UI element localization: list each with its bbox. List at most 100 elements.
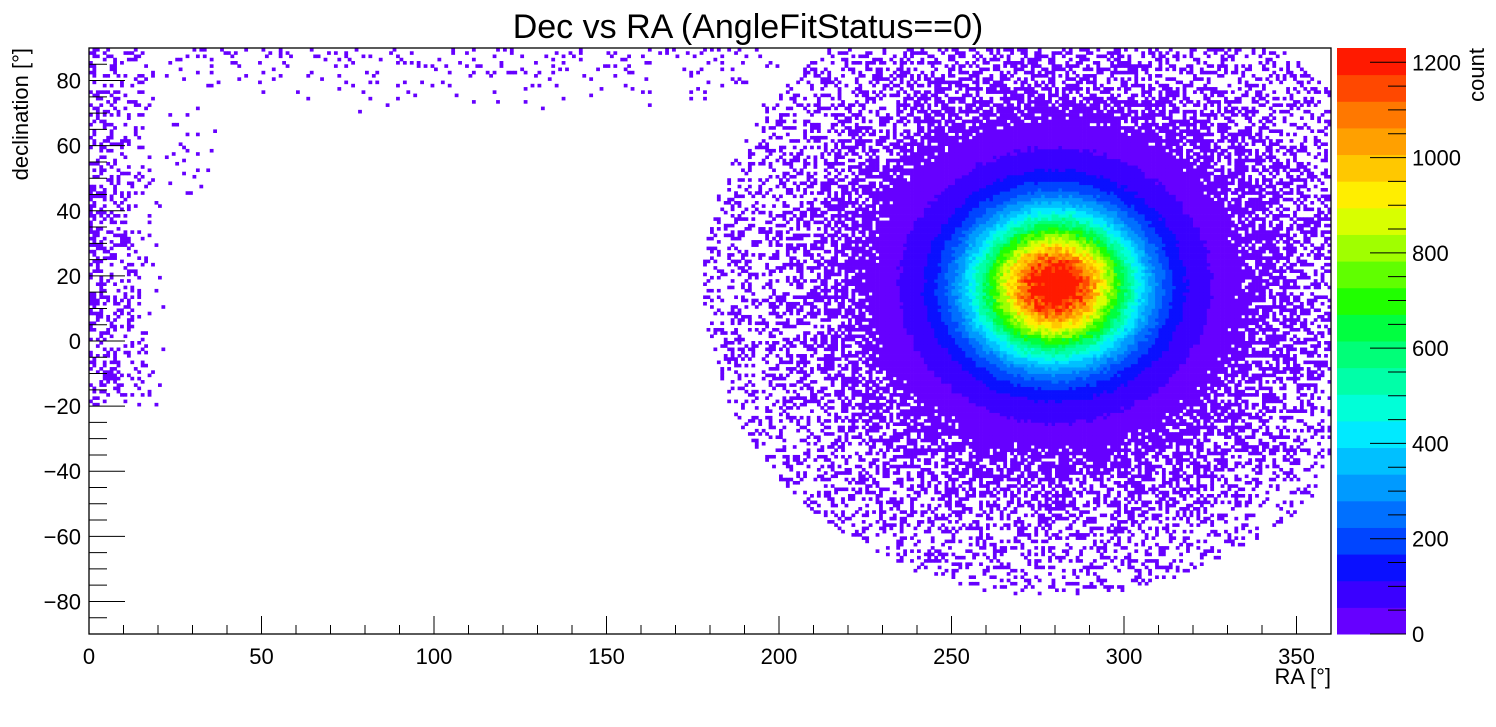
heatmap-cell [865, 361, 869, 365]
heatmap-cell [337, 87, 341, 91]
heatmap-cell [738, 201, 742, 205]
heatmap-cell [883, 260, 887, 264]
heatmap-cell [883, 471, 887, 475]
heatmap-cell [845, 432, 849, 436]
heatmap-cell [927, 507, 931, 511]
heatmap-cell [782, 377, 786, 381]
heatmap-cell [831, 269, 835, 273]
heatmap-cell [827, 361, 831, 365]
heatmap-cell [858, 256, 862, 260]
heatmap-cell [869, 308, 873, 312]
heatmap-cell [796, 234, 800, 238]
heatmap-cell [927, 195, 931, 199]
heatmap-cell [213, 129, 217, 133]
heatmap-cell [879, 227, 883, 231]
heatmap-cell [896, 120, 900, 124]
heatmap-cell [910, 168, 914, 172]
heatmap-cell [762, 146, 766, 150]
heatmap-cell [886, 136, 890, 140]
heatmap-cell [896, 204, 900, 208]
heatmap-cell [876, 165, 880, 169]
heatmap-cell [896, 367, 900, 371]
heatmap-cell [824, 162, 828, 166]
heatmap-cell [903, 247, 907, 251]
heatmap-cell [96, 282, 100, 286]
heatmap-cell [865, 237, 869, 241]
heatmap-cell [834, 113, 838, 117]
heatmap-cell [713, 328, 717, 332]
heatmap-cell [841, 123, 845, 127]
heatmap-cell [896, 481, 900, 485]
heatmap-cell [862, 338, 866, 342]
heatmap-cell [137, 295, 141, 299]
heatmap-cell [717, 276, 721, 280]
heatmap-cell [883, 357, 887, 361]
heatmap-cell [855, 211, 859, 215]
heatmap-cell [182, 172, 186, 176]
heatmap-cell [900, 243, 904, 247]
heatmap-cell [820, 234, 824, 238]
heatmap-cell [782, 204, 786, 208]
heatmap-cell [113, 214, 117, 218]
heatmap-cell [920, 256, 924, 260]
heatmap-cell [862, 162, 866, 166]
heatmap-cell [848, 305, 852, 309]
heatmap-cell [869, 354, 873, 358]
heatmap-cell [186, 133, 190, 137]
heatmap-cell [914, 175, 918, 179]
heatmap-cell [817, 491, 821, 495]
heatmap-cell [920, 269, 924, 273]
heatmap-cell [793, 120, 797, 124]
heatmap-cell [931, 497, 935, 501]
heatmap-cell [96, 113, 100, 117]
heatmap-cell [917, 61, 921, 65]
heatmap-cell [800, 234, 804, 238]
heatmap-cell [124, 107, 128, 111]
heatmap-cell [869, 299, 873, 303]
heatmap-cell [748, 357, 752, 361]
heatmap-cell [841, 243, 845, 247]
heatmap-cell [920, 514, 924, 518]
heatmap-cell [869, 474, 873, 478]
heatmap-cell [858, 61, 862, 65]
heatmap-cell [927, 334, 931, 338]
heatmap-cell [855, 318, 859, 322]
heatmap-cell [762, 273, 766, 277]
heatmap-cell [920, 478, 924, 482]
heatmap-cell [889, 181, 893, 185]
heatmap-cell [172, 152, 176, 156]
heatmap-cell [800, 308, 804, 312]
heatmap-cell [334, 51, 338, 55]
heatmap-cell [900, 517, 904, 521]
heatmap-cell [796, 263, 800, 267]
heatmap-cell [889, 282, 893, 286]
heatmap-cell [92, 68, 96, 72]
heatmap-cell [855, 321, 859, 325]
heatmap-cell [103, 120, 107, 124]
heatmap-cell [117, 315, 121, 319]
heatmap-cell [883, 312, 887, 316]
heatmap-cell [793, 263, 797, 267]
heatmap-cell [820, 465, 824, 469]
heatmap-cell [769, 380, 773, 384]
heatmap-cell [841, 351, 845, 355]
heatmap-cell [872, 279, 876, 283]
heatmap-cell [896, 175, 900, 179]
heatmap-cell [851, 263, 855, 267]
heatmap-cell [883, 123, 887, 127]
heatmap-cell [910, 107, 914, 111]
heatmap-cell [103, 383, 107, 387]
heatmap-cell [717, 195, 721, 199]
heatmap-cell [772, 133, 776, 137]
heatmap-cell [907, 113, 911, 117]
heatmap-cell [900, 527, 904, 531]
heatmap-cell [924, 429, 928, 433]
heatmap-cell [924, 390, 928, 394]
heatmap-cell [865, 61, 869, 65]
heatmap-cell [927, 237, 931, 241]
heatmap-cell [886, 374, 890, 378]
heatmap-cell [900, 120, 904, 124]
heatmap-cell [883, 266, 887, 270]
heatmap-cell [838, 172, 842, 176]
heatmap-cell [903, 100, 907, 104]
